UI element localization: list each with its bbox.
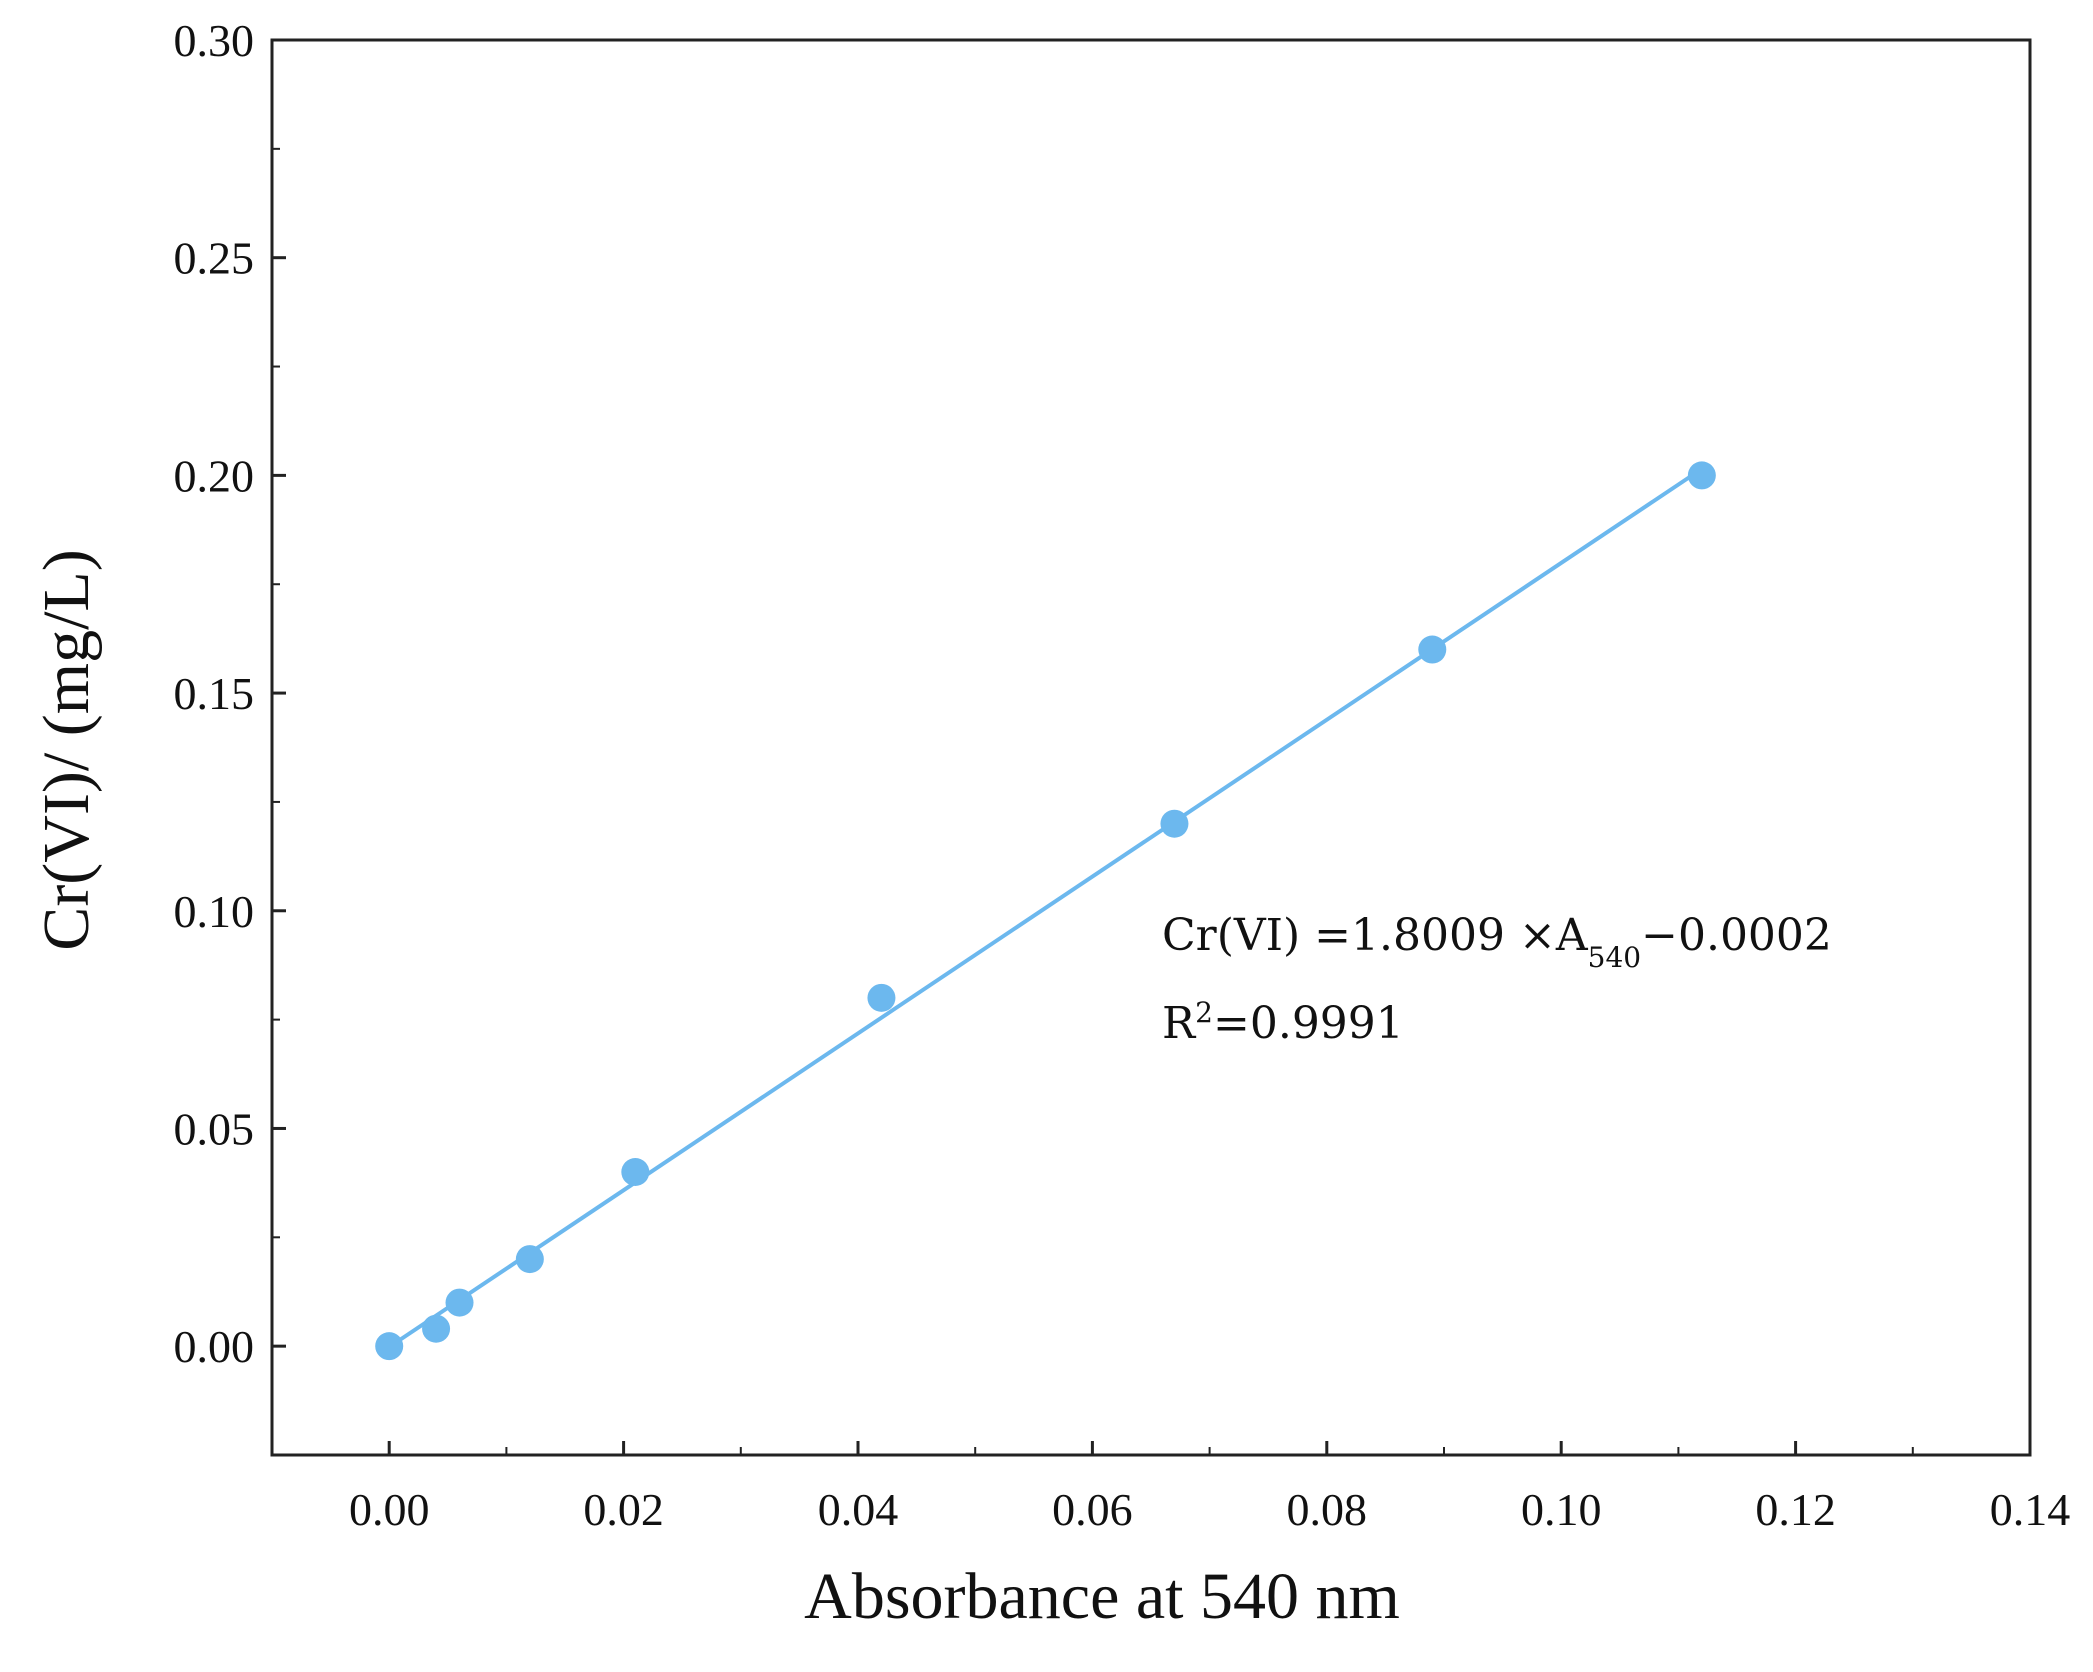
data-point [621,1158,650,1186]
y-tick-label: 0.20 [174,450,255,501]
data-points-layer [375,461,1716,1361]
x-tick-label: 0.06 [1052,1484,1133,1535]
data-point [1160,809,1189,838]
x-tick-label: 0.12 [1755,1484,1836,1535]
y-tick-label: 0.25 [174,233,255,284]
x-axis-ticks: 0.00 0.02 0.04 0.06 0.08 0.10 0.12 0.14 [349,1441,2070,1535]
y-tick-label: 0.00 [174,1321,255,1372]
x-tick-label: 0.08 [1287,1484,1368,1535]
data-point [1687,461,1716,490]
r-squared: R2=0.9991 [1162,996,1404,1050]
fit-equation: Cr(VI) =1.8009 ×A540−0.0002 [1162,910,1832,974]
y-tick-label: 0.30 [174,15,255,66]
y-axis-title: Cr(VI)/ (mg/L) [30,549,103,950]
x-tick-label: 0.04 [818,1484,899,1535]
data-point [445,1288,474,1317]
y-axis-ticks: 0.00 0.05 0.10 0.15 0.20 0.25 0.30 [174,15,286,1372]
x-axis-title: Absorbance at 540 nm [804,1560,1400,1633]
y-tick-label: 0.15 [174,668,255,719]
x-tick-label: 0.10 [1521,1484,1602,1535]
fit-line-layer [388,467,1703,1349]
x-tick-label: 0.02 [583,1484,664,1535]
y-tick-label: 0.05 [174,1103,255,1154]
data-point [515,1245,544,1274]
x-tick-label: 0.14 [1990,1484,2071,1535]
data-point [867,983,896,1012]
data-point [375,1332,404,1361]
plot-frame [270,38,2032,1457]
fit-line [388,467,1703,1349]
data-point [1418,635,1447,664]
y-tick-label: 0.10 [174,886,255,937]
data-point [422,1314,451,1343]
x-tick-label: 0.00 [349,1484,430,1535]
